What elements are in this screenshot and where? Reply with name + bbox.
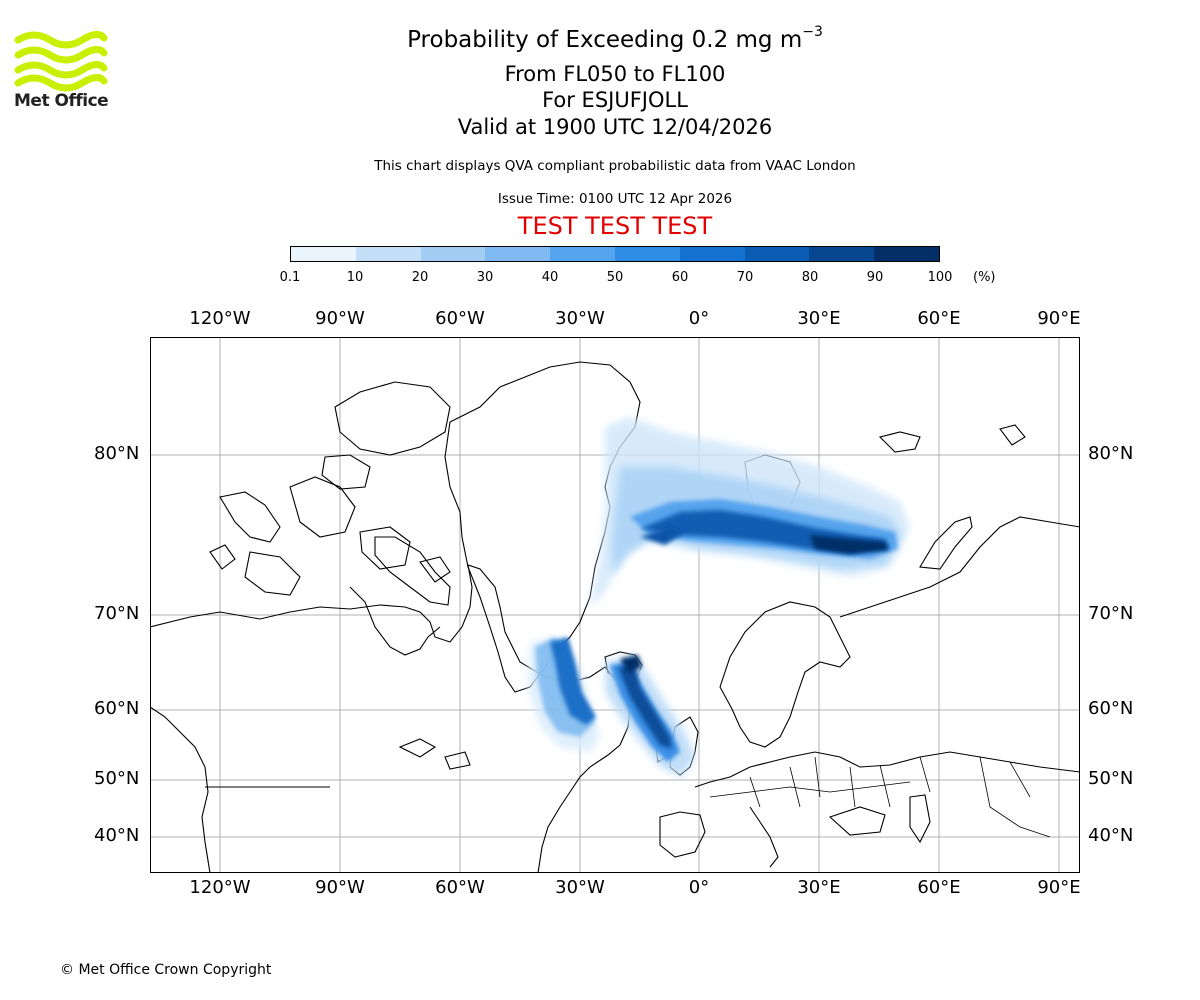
colorbar-unit: (%)	[973, 270, 996, 285]
latitude-label: 50°N	[94, 768, 140, 789]
longitude-label: 90°E	[1037, 877, 1081, 898]
colorbar-tick-label: 20	[411, 270, 429, 285]
latitude-label: 50°N	[1088, 768, 1134, 789]
arctic-island	[419, 556, 451, 583]
colorbar-tick-label: 10	[346, 270, 364, 285]
franz-josef-land	[878, 431, 921, 453]
longitude-label: 120°W	[189, 308, 251, 329]
italy-coastline	[749, 806, 779, 868]
probability-colorbar	[290, 246, 940, 262]
arctic-island	[289, 476, 356, 538]
europe-coastline	[694, 751, 1080, 788]
caspian-sea	[909, 794, 931, 844]
colorbar-segment	[550, 247, 615, 261]
longitude-label: 60°E	[917, 308, 961, 329]
colorbar-tick-label: 30	[476, 270, 494, 285]
russia-arctic-coast	[839, 516, 1080, 618]
met-office-logo	[14, 31, 108, 92]
test-banner: TEST TEST TEST	[517, 212, 713, 240]
colorbar-tick-label: 0.1	[279, 270, 301, 285]
latitude-label: 70°N	[1088, 603, 1134, 624]
longitude-label: 30°E	[797, 308, 841, 329]
colorbar-segment	[679, 247, 745, 261]
scandinavia-coastline	[719, 601, 851, 748]
latitude-label: 60°N	[94, 698, 140, 719]
colorbar-tick-label: 100	[927, 270, 953, 285]
black-sea	[828, 806, 886, 836]
longitude-label: 60°E	[917, 877, 961, 898]
novaya-zemlya	[919, 516, 973, 570]
great-lakes	[398, 738, 471, 770]
west-coast	[150, 706, 211, 873]
colorbar-segment	[355, 247, 421, 261]
colorbar-segment	[420, 247, 486, 261]
longitude-label: 90°W	[315, 877, 365, 898]
arctic-island	[359, 526, 411, 570]
iberia-coastline	[659, 811, 706, 858]
map-frame	[150, 337, 1080, 873]
colorbar-tick-label: 70	[736, 270, 754, 285]
latitude-label: 40°N	[94, 825, 140, 846]
colorbar-segment	[809, 247, 875, 261]
arctic-island	[244, 551, 301, 596]
latitude-label: 60°N	[1088, 698, 1134, 719]
met-office-logo-text: Met Office	[14, 91, 109, 111]
chart-title: Probability of Exceeding 0.2 mg m−3	[407, 24, 823, 53]
ash-probability-plume	[528, 417, 910, 777]
colorbar-segment	[291, 247, 356, 261]
chart-description: This chart displays QVA compliant probab…	[374, 158, 856, 174]
colorbar-segment	[744, 247, 810, 261]
baffin-island	[374, 536, 451, 606]
valid-time: Valid at 1900 UTC 12/04/2026	[457, 115, 773, 139]
longitude-label: 30°W	[555, 877, 605, 898]
longitude-label: 0°	[688, 877, 710, 898]
colorbar-segment	[485, 247, 551, 261]
longitude-label: 90°W	[315, 308, 365, 329]
colorbar-tick-label: 90	[866, 270, 884, 285]
greenland-coastline	[444, 361, 641, 693]
longitude-label: 60°W	[435, 308, 485, 329]
volcano-name: For ESJUFJOLL	[542, 88, 688, 112]
copyright-notice: © Met Office Crown Copyright	[60, 962, 272, 978]
colorbar-segment	[874, 247, 939, 261]
latitude-label: 80°N	[94, 443, 140, 464]
colorbar-tick-label: 80	[801, 270, 819, 285]
latitude-label: 40°N	[1088, 825, 1134, 846]
longitude-label: 0°	[688, 308, 710, 329]
arctic-island	[334, 381, 451, 456]
longitude-label: 120°W	[189, 877, 251, 898]
longitude-label: 30°W	[555, 308, 605, 329]
severnaya-zemlya	[999, 424, 1026, 446]
coastlines	[150, 361, 1080, 873]
arctic-island	[219, 491, 281, 543]
arctic-island	[321, 454, 371, 490]
north-america-coastline	[150, 564, 631, 873]
colorbar-tick-label: 50	[606, 270, 624, 285]
colorbar-tick-label: 40	[541, 270, 559, 285]
latitude-label: 80°N	[1088, 443, 1134, 464]
colorbar-tick-label: 60	[671, 270, 689, 285]
colorbar-segment	[614, 247, 680, 261]
arctic-island	[209, 544, 236, 570]
longitude-label: 90°E	[1037, 308, 1081, 329]
issue-time: Issue Time: 0100 UTC 12 Apr 2026	[497, 191, 733, 207]
longitude-label: 60°W	[435, 877, 485, 898]
flight-levels: From FL050 to FL100	[504, 62, 726, 86]
longitude-label: 30°E	[797, 877, 841, 898]
map-plot	[150, 337, 1080, 873]
latitude-label: 70°N	[94, 603, 140, 624]
hudson-bay-coastline	[349, 586, 441, 656]
